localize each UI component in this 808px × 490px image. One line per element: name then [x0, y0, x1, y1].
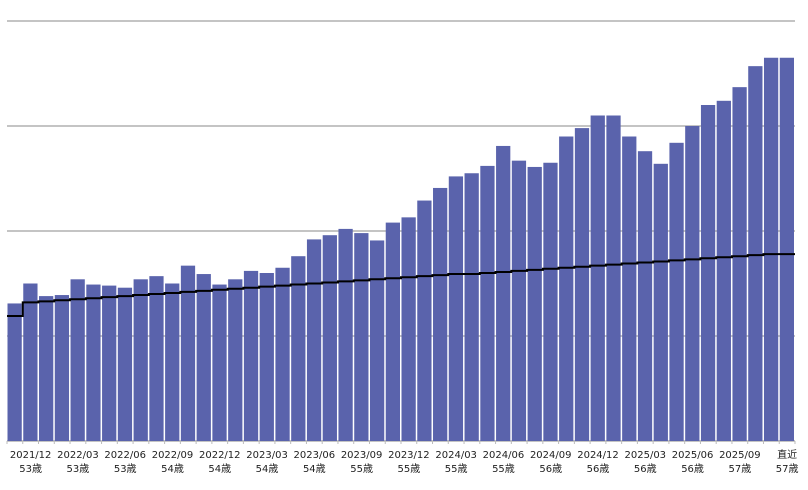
- bar-2025/04: [653, 163, 668, 442]
- x-tick-label-age: 53歳: [67, 463, 90, 475]
- bar-2022/04: [86, 284, 101, 441]
- bar-2025/11: [763, 57, 779, 441]
- bar-2024/06: [496, 145, 511, 441]
- x-tick-label-age: 54歳: [303, 463, 326, 475]
- bar-2021/12: [23, 283, 38, 441]
- x-tick-label-date: 2023/03: [246, 450, 288, 461]
- x-tick-label-date: 2022/09: [152, 450, 194, 461]
- bar-2024/12: [590, 115, 605, 441]
- bar-2023/06: [306, 239, 322, 441]
- x-tick-label-date: 2022/12: [199, 450, 241, 461]
- bar-2022/05: [102, 285, 117, 441]
- bar-2025/02: [622, 136, 637, 441]
- x-tick-label-age: 54歳: [208, 463, 231, 475]
- bar-2025/03: [637, 151, 653, 441]
- bar-2023/11: [385, 222, 400, 441]
- bar-2023/10: [369, 240, 385, 441]
- bar-2025/08: [716, 100, 731, 442]
- bar-2023/08: [338, 228, 353, 441]
- bar-2024/10: [559, 136, 574, 441]
- bar-2021/11: [7, 303, 22, 441]
- bar-2025/01: [606, 115, 621, 441]
- x-tick-label-date: 2024/12: [577, 450, 619, 461]
- bar-2023/07: [322, 235, 337, 441]
- bar-2025/06: [685, 126, 700, 441]
- bar-2024/05: [480, 165, 495, 441]
- x-tick-label-date: 2024/06: [483, 450, 525, 461]
- x-tick-label-age: 53歳: [114, 463, 137, 475]
- bar-2022/01: [39, 296, 54, 441]
- x-tick-label-age: 54歳: [256, 463, 279, 475]
- bar-2022/12: [212, 284, 227, 441]
- bar-2022/03: [70, 279, 85, 441]
- bar-2024/07: [511, 160, 527, 441]
- x-tick-label-date: 2023/09: [341, 450, 383, 461]
- x-tick-label-date: 2023/06: [294, 450, 336, 461]
- bar-2023/12: [401, 217, 416, 441]
- bar-2024/04: [464, 173, 479, 441]
- x-tick-label-age: 55歳: [492, 463, 515, 475]
- x-tick-label-date: 2022/06: [104, 450, 146, 461]
- x-tick-label-date: 2024/09: [530, 450, 572, 461]
- x-tick-label-date: 2025/03: [625, 450, 667, 461]
- bar-2022/11: [196, 274, 211, 441]
- bar-2024/08: [527, 166, 542, 441]
- x-tick-label-date: 2023/12: [388, 450, 430, 461]
- bar-2023/01: [228, 279, 243, 441]
- x-tick-label-date: 2025/09: [719, 450, 761, 461]
- x-tick-label-age: 57歳: [776, 463, 799, 475]
- bar-2022/09: [165, 283, 180, 441]
- bar-2024/09: [543, 162, 558, 441]
- bar-2024/11: [574, 128, 590, 441]
- bar-2023/03: [259, 273, 274, 441]
- x-tick-label-age: 55歳: [350, 463, 373, 475]
- bar-2025/10: [748, 66, 763, 442]
- x-tick-label-age: 53歳: [19, 463, 42, 475]
- x-tick-label-age: 56歳: [539, 463, 562, 475]
- bar-2022/02: [54, 295, 70, 441]
- x-tick-label-date: 2025/06: [672, 450, 714, 461]
- x-tick-label-age: 56歳: [634, 463, 657, 475]
- bar-2024/02: [433, 187, 448, 441]
- x-tick-label-date: 2021/12: [10, 450, 52, 461]
- bar-2023/09: [354, 233, 369, 441]
- bar-2022/08: [149, 276, 164, 441]
- bar-2023/05: [291, 256, 306, 441]
- x-tick-label-date: 2024/03: [435, 450, 477, 461]
- bar-直近: [779, 57, 794, 441]
- x-tick-label-age: 56歳: [681, 463, 704, 475]
- x-tick-label-age: 56歳: [587, 463, 610, 475]
- bar-2024/01: [417, 200, 432, 441]
- x-tick-label-age: 57歳: [728, 463, 751, 475]
- bar-2024/03: [448, 176, 464, 441]
- bar-2022/10: [180, 265, 196, 441]
- step-line-series: [7, 253, 795, 318]
- bar-2025/09: [732, 87, 747, 442]
- bar-2022/07: [133, 279, 148, 441]
- x-tick-label-date: 直近: [777, 448, 797, 461]
- bar-2022/06: [117, 287, 133, 441]
- bar-2023/04: [275, 267, 290, 441]
- x-tick-label-age: 55歳: [445, 463, 468, 475]
- bar-2025/07: [700, 105, 716, 441]
- x-tick-label-age: 55歳: [398, 463, 421, 475]
- bar-2025/05: [669, 142, 684, 442]
- bar-2023/02: [243, 270, 259, 441]
- x-tick-label-age: 54歳: [161, 463, 184, 475]
- x-tick-label-date: 2022/03: [57, 450, 99, 461]
